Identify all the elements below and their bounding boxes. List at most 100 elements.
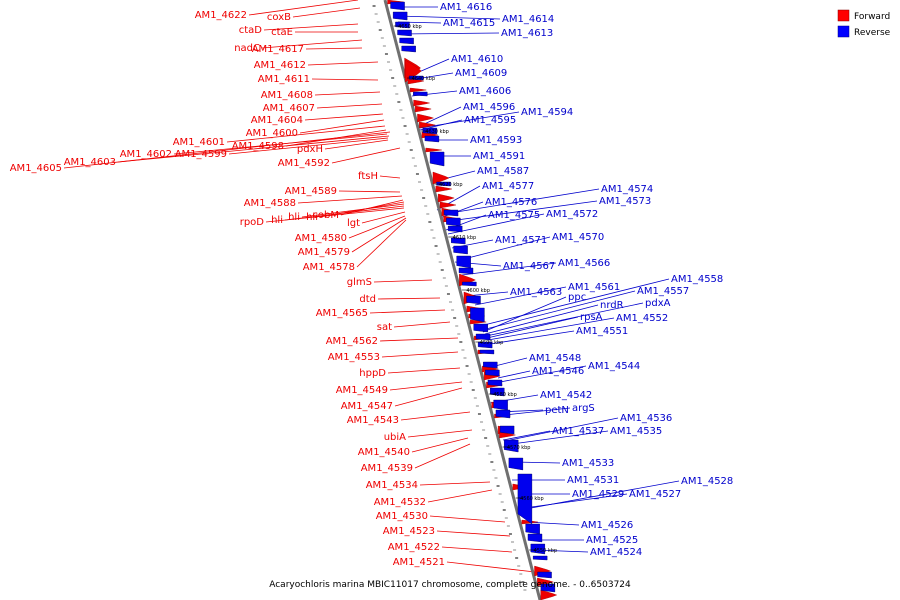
reverse-gene-glyph <box>401 45 416 53</box>
reverse-gene-connector <box>474 286 567 306</box>
forward-gene-label: AM1_4611 <box>258 74 310 85</box>
forward-gene-label: AM1_4530 <box>376 511 428 522</box>
forward-gene-connector <box>261 39 363 49</box>
reverse-gene-glyph <box>453 245 468 255</box>
forward-gene-label: AM1_4547 <box>341 401 393 412</box>
reverse-gene-label: AM1_4574 <box>601 184 653 195</box>
forward-gene-label: AM1_4521 <box>393 557 445 568</box>
reverse-gene-label: AM1_4566 <box>558 258 610 269</box>
forward-gene-glyph <box>419 121 436 129</box>
reverse-gene-glyph <box>475 333 491 341</box>
forward-gene-label: AM1_4532 <box>374 497 426 508</box>
forward-gene-label: AM1_4600 <box>246 128 298 139</box>
reverse-gene-glyph <box>397 29 412 37</box>
forward-gene-connector <box>297 195 403 204</box>
forward-gene-connector <box>361 211 406 224</box>
forward-gene-connector <box>311 78 379 81</box>
forward-gene-connector <box>304 113 384 121</box>
forward-gene-label: AM1_4523 <box>383 526 435 537</box>
reverse-gene-label: AM1_4593 <box>470 135 522 146</box>
reverse-gene-glyph <box>451 237 466 245</box>
reverse-gene-connector <box>484 304 599 335</box>
forward-gene-label: AM1_4607 <box>263 103 315 114</box>
reverse-gene-connector <box>397 15 501 20</box>
kbp-tick-label: 4640 kbp <box>412 76 436 82</box>
kbp-tick-label: 4610 kbp <box>453 235 477 241</box>
forward-gene-glyph <box>435 185 452 193</box>
legend-forward-swatch <box>837 9 850 22</box>
reverse-gene-glyph <box>530 543 546 555</box>
kbp-tick-label: 4570 kbp <box>507 445 531 451</box>
forward-gene-connector <box>263 23 359 31</box>
forward-gene-connector <box>393 321 451 328</box>
reverse-gene-label: AM1_4575 <box>488 210 540 221</box>
reverse-gene-glyph <box>466 295 481 305</box>
forward-gene-connector <box>117 135 390 163</box>
forward-gene-connector <box>292 7 361 18</box>
legend-reverse-label: Reverse <box>854 28 891 38</box>
reverse-gene-label: AM1_4552 <box>616 313 668 324</box>
forward-gene-connector <box>389 381 463 391</box>
forward-gene-connector <box>369 309 446 314</box>
reverse-gene-label: AM1_4546 <box>532 366 584 377</box>
reverse-gene-label: AM1_4576 <box>485 197 537 208</box>
forward-gene-label: glmS <box>347 277 372 288</box>
legend-reverse-swatch <box>837 25 850 38</box>
reverse-gene-glyph <box>473 323 488 333</box>
kbp-tick-label: 4590 kbp <box>480 340 504 346</box>
forward-gene-label: AM1_4604 <box>251 115 303 126</box>
reverse-gene-label: AM1_4542 <box>540 390 592 401</box>
forward-gene-connector <box>414 443 471 469</box>
forward-gene-glyph <box>439 201 457 209</box>
reverse-gene-connector <box>494 357 528 367</box>
reverse-gene-label: AM1_4570 <box>552 232 604 243</box>
reverse-gene-label: AM1_4616 <box>440 2 492 13</box>
forward-gene-connector <box>299 119 385 134</box>
reverse-gene-glyph <box>487 379 503 387</box>
forward-gene-connector <box>381 351 459 358</box>
forward-gene-label: AM1_4565 <box>316 308 368 319</box>
forward-gene-connector <box>226 125 386 143</box>
reverse-gene-label: AM1_4528 <box>681 476 733 487</box>
forward-gene-connector <box>301 203 405 218</box>
reverse-gene-glyph <box>540 583 556 593</box>
reverse-gene-label: AM1_4527 <box>629 489 681 500</box>
reverse-gene-connector <box>461 262 557 276</box>
kbp-tick-label: 4580 kbp <box>493 392 517 398</box>
reverse-gene-label: argS <box>572 403 595 414</box>
reverse-gene-glyph <box>483 361 498 369</box>
forward-gene-connector <box>373 279 433 283</box>
reverse-gene-label: AM1_4557 <box>637 286 689 297</box>
kbp-tick-label: 4560 kbp <box>520 496 544 502</box>
forward-gene-label: AM1_4599 <box>175 149 227 160</box>
forward-gene-connector <box>63 131 391 169</box>
forward-gene-glyph <box>410 87 427 93</box>
forward-gene-label: AM1_4612 <box>254 60 306 71</box>
reverse-gene-glyph <box>493 399 508 411</box>
forward-gene-glyph <box>417 113 435 123</box>
reverse-gene-glyph <box>399 37 414 45</box>
reverse-gene-label: AM1_4572 <box>546 209 598 220</box>
forward-gene-connector <box>265 207 405 223</box>
reverse-gene-glyph <box>508 457 524 471</box>
reverse-gene-label: AM1_4591 <box>473 151 525 162</box>
reverse-gene-label: AM1_4587 <box>477 166 529 177</box>
forward-gene-connector <box>436 530 511 537</box>
forward-gene-connector <box>427 489 493 503</box>
forward-gene-label: AM1_4540 <box>358 447 410 458</box>
forward-gene-label: ftsH <box>358 171 378 182</box>
forward-gene-connector <box>316 103 383 109</box>
forward-gene-glyph <box>540 589 558 600</box>
forward-gene-label: AM1_4579 <box>298 247 350 258</box>
reverse-gene-glyph <box>392 11 408 21</box>
reverse-gene-glyph <box>527 533 543 543</box>
forward-gene-label: hli <box>306 212 318 223</box>
forward-gene-connector <box>307 61 379 66</box>
reverse-gene-label: AM1_4609 <box>455 68 507 79</box>
reverse-gene-label: AM1_4561 <box>568 282 620 293</box>
forward-gene-glyph <box>432 171 450 185</box>
reverse-gene-glyph <box>413 91 428 97</box>
reverse-gene-label: pdxA <box>645 298 671 309</box>
